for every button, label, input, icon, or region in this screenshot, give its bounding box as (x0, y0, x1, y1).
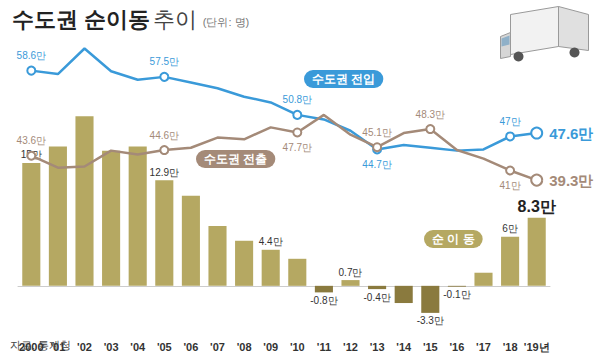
svg-text:58.6만: 58.6만 (17, 50, 46, 61)
svg-text:'04: '04 (130, 341, 146, 353)
svg-text:8.3만: 8.3만 (518, 198, 556, 215)
svg-text:-0.1만: -0.1만 (443, 289, 470, 300)
svg-text:44.6만: 44.6만 (150, 130, 179, 141)
svg-text:추이: 추이 (153, 7, 197, 32)
svg-text:'14: '14 (396, 341, 412, 353)
svg-text:-3.3만: -3.3만 (417, 315, 444, 326)
svg-text:50.8만: 50.8만 (283, 94, 312, 105)
svg-text:수도권 전출: 수도권 전출 (204, 152, 267, 166)
svg-text:'03: '03 (104, 341, 119, 353)
svg-text:'18: '18 (503, 341, 518, 353)
svg-text:15만: 15만 (20, 149, 42, 161)
svg-text:'09: '09 (263, 341, 278, 353)
svg-text:수도권 순이동: 수도권 순이동 (12, 7, 150, 32)
svg-text:-0.4만: -0.4만 (363, 292, 390, 303)
svg-text:'10: '10 (290, 341, 305, 353)
svg-text:'17: '17 (476, 341, 491, 353)
svg-text:(단위: 명): (단위: 명) (203, 16, 249, 28)
svg-text:57.5만: 57.5만 (150, 56, 179, 67)
svg-text:'19년: '19년 (524, 341, 550, 353)
svg-text:'01: '01 (50, 341, 65, 353)
svg-text:44.7만: 44.7만 (362, 159, 391, 170)
svg-text:0.7만: 0.7만 (339, 267, 363, 278)
svg-text:'12: '12 (343, 341, 358, 353)
svg-text:48.3만: 48.3만 (416, 109, 445, 120)
svg-text:45.1만: 45.1만 (362, 127, 391, 138)
svg-text:'05: '05 (157, 341, 172, 353)
svg-text:2000: 2000 (19, 341, 43, 353)
svg-text:'11: '11 (317, 341, 331, 353)
svg-text:39.3만: 39.3만 (549, 172, 593, 189)
svg-text:'02: '02 (77, 341, 92, 353)
svg-text:47.6만: 47.6만 (549, 125, 593, 142)
svg-text:6만: 6만 (502, 223, 518, 234)
svg-text:47만: 47만 (500, 116, 521, 127)
svg-text:-0.8만: -0.8만 (310, 295, 337, 306)
svg-text:'06: '06 (183, 341, 198, 353)
svg-text:'08: '08 (237, 341, 252, 353)
svg-text:41만: 41만 (500, 180, 521, 191)
svg-text:'16: '16 (449, 341, 464, 353)
svg-text:47.7만: 47.7만 (283, 142, 312, 153)
svg-text:12.9만: 12.9만 (150, 167, 179, 178)
svg-text:43.6만: 43.6만 (17, 135, 46, 146)
svg-text:'13: '13 (370, 341, 385, 353)
svg-text:순 이 동: 순 이 동 (432, 232, 475, 246)
svg-text:4.4만: 4.4만 (259, 236, 283, 247)
svg-text:수도권 전입: 수도권 전입 (312, 72, 375, 86)
svg-text:'15: '15 (423, 341, 438, 353)
svg-text:'07: '07 (210, 341, 225, 353)
